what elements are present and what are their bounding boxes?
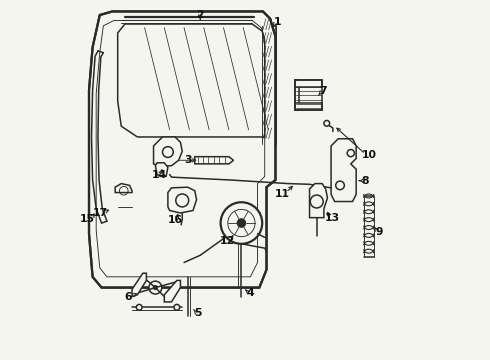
Text: 17: 17 (93, 208, 108, 218)
Polygon shape (155, 163, 168, 176)
Text: 5: 5 (195, 308, 202, 318)
Text: 16: 16 (168, 215, 183, 225)
Polygon shape (115, 184, 132, 193)
Polygon shape (132, 273, 147, 297)
Circle shape (220, 202, 262, 244)
Polygon shape (195, 157, 234, 164)
Polygon shape (164, 280, 180, 302)
Bar (295, 80, 299, 110)
Text: 10: 10 (362, 150, 377, 160)
Text: 2: 2 (196, 10, 204, 20)
Text: 13: 13 (325, 213, 341, 222)
Circle shape (174, 305, 180, 310)
Circle shape (153, 285, 157, 290)
Bar (262, 26, 276, 144)
Text: 7: 7 (319, 86, 327, 96)
Text: 9: 9 (376, 227, 383, 237)
Bar (295, 80, 322, 87)
Polygon shape (118, 24, 265, 137)
Text: 6: 6 (124, 292, 132, 302)
Circle shape (237, 219, 245, 227)
Text: 8: 8 (362, 176, 369, 186)
Circle shape (136, 305, 142, 310)
Text: 12: 12 (220, 236, 235, 246)
Polygon shape (153, 137, 182, 166)
Polygon shape (310, 184, 327, 218)
Text: 11: 11 (275, 189, 290, 199)
Text: 14: 14 (151, 170, 167, 180)
Circle shape (324, 121, 330, 126)
Polygon shape (89, 12, 275, 288)
Polygon shape (168, 187, 196, 213)
Polygon shape (331, 139, 356, 202)
Circle shape (149, 281, 162, 294)
Text: 4: 4 (246, 288, 254, 298)
Bar (112, 193, 136, 221)
Text: 1: 1 (273, 17, 281, 27)
Bar (295, 80, 322, 110)
Text: 15: 15 (80, 215, 95, 224)
Bar (295, 103, 322, 110)
Text: 3: 3 (184, 155, 192, 165)
